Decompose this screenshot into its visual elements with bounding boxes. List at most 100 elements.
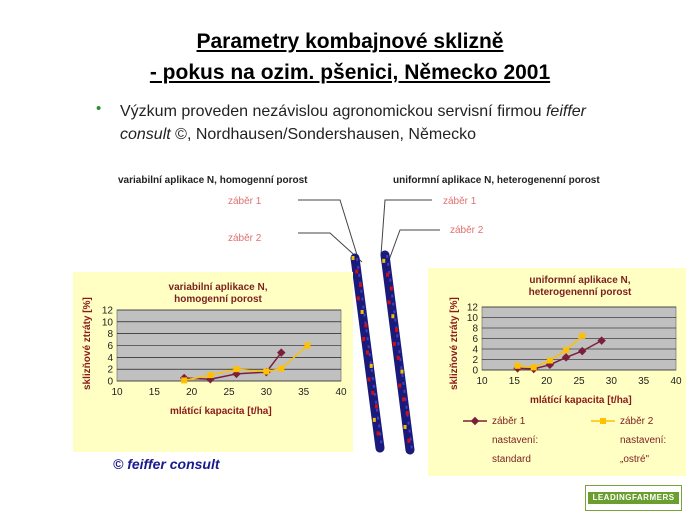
right-pass1-label: záběr 1 — [443, 196, 477, 207]
left-ytick-label: 12 — [102, 306, 114, 317]
legend-marker-series2 — [600, 418, 606, 424]
right-pass2-label: záběr 2 — [450, 225, 484, 236]
left-xtick-label: 30 — [261, 387, 273, 398]
left-xtick-label: 25 — [223, 387, 235, 398]
logo-text: LEADINGFARMERS — [588, 492, 679, 504]
field-strip-spot — [376, 431, 380, 436]
field-strip-spot — [369, 363, 373, 368]
legend-s2-setting-label: nastavení: — [620, 435, 667, 446]
field-strip-spot — [402, 397, 405, 402]
field-strip-spot — [356, 296, 360, 301]
right-xtick-label: 25 — [573, 376, 585, 387]
left-ytick-label: 4 — [107, 353, 113, 364]
right-series2-point — [563, 347, 570, 354]
right-series2-point — [579, 332, 586, 339]
field-strip-spot — [396, 355, 400, 360]
left-series2-point — [278, 365, 285, 372]
right-series2-point — [514, 362, 521, 369]
field-strip-spot — [392, 341, 396, 346]
left-chart-title: variabilní aplikace N, homogenní porost — [118, 282, 318, 306]
pointer-lines — [298, 199, 440, 263]
left-photo-header: variabilní aplikace N, homogenní porost — [118, 175, 308, 186]
right-xtick-label: 40 — [670, 376, 682, 387]
field-strip-spot — [360, 309, 364, 314]
left-series2-point — [207, 372, 214, 379]
left-chart-xlabel: mlátící kapacita [t/ha] — [170, 406, 272, 417]
left-ytick-label: 0 — [107, 377, 113, 388]
field-strip-spot — [386, 272, 390, 277]
field-strip-spot — [359, 282, 363, 287]
right-ytick-label: 8 — [472, 324, 478, 335]
field-strip-spot — [403, 424, 407, 429]
left-series2-point — [304, 342, 311, 349]
field-strip-spot — [372, 417, 376, 422]
field-strip-spot — [367, 377, 371, 382]
left-ytick-label: 8 — [107, 329, 113, 340]
field-strip-spot — [371, 390, 375, 395]
left-series2-line — [184, 344, 308, 382]
left-xtick-label: 10 — [111, 387, 123, 398]
copyright-text: © feiffer consult — [113, 456, 220, 472]
left-series1-point — [277, 348, 286, 357]
field-strip-spot — [407, 438, 411, 443]
field-strip-spot — [375, 404, 379, 409]
legend-s1-setting-value: standard — [492, 454, 531, 465]
left-pass1-label: záběr 1 — [228, 196, 262, 207]
field-strip-spot — [405, 411, 409, 416]
field-strip-spot — [391, 314, 395, 319]
right-xtick-label: 10 — [476, 376, 488, 387]
pointer-left-pass2 — [298, 232, 363, 263]
left-series2-point — [233, 366, 240, 373]
bullet-text: Výzkum proveden nezávislou agronomickou … — [120, 100, 620, 146]
legend-entry-series2: záběr 2 nastavení: „ostré" — [620, 412, 666, 469]
pointer-right-pass2 — [388, 229, 440, 261]
body-text-company: feiffer consult — [120, 103, 586, 143]
right-chart-title-line2: heterogenenní porost — [528, 287, 632, 298]
right-xtick-label: 35 — [638, 376, 650, 387]
right-photo-header: uniformní aplikace N, heterogenenní poro… — [393, 175, 600, 186]
legend-marker-series1 — [470, 416, 480, 426]
left-series2-point — [263, 368, 270, 375]
left-ytick-label: 6 — [107, 341, 113, 352]
field-strip-spot — [355, 269, 359, 274]
right-chart-title-line1: uniformní aplikace N, — [529, 275, 631, 286]
right-chart-xlabel: mlátící kapacita [t/ha] — [530, 395, 632, 406]
slide-title-line2: - pokus na ozim. pšenici, Německo 2001 — [149, 61, 551, 84]
left-chart-title-line1: variabilní aplikace N, — [168, 282, 268, 293]
field-strip-spot — [364, 323, 368, 328]
legend-s1-setting-label: nastavení: — [492, 435, 539, 446]
field-strip-spot — [395, 328, 399, 333]
right-series2-point — [530, 364, 537, 371]
right-series1-point — [577, 346, 587, 356]
field-strips — [350, 250, 415, 455]
left-ytick-label: 2 — [107, 365, 113, 376]
body-text-part1: Výzkum proveden nezávislou agronomickou … — [120, 103, 546, 120]
left-ytick-label: 10 — [102, 317, 114, 328]
right-ytick-label: 12 — [467, 303, 479, 314]
left-xtick-label: 35 — [298, 387, 310, 398]
left-xtick-label: 15 — [149, 387, 161, 398]
body-text-part2: ©, Nordhausen/Sondershausen, Německo — [170, 126, 476, 143]
left-chart-title-line2: homogenní porost — [174, 294, 262, 305]
legend-s2-setting-value: „ostré" — [620, 454, 650, 465]
leadingfarmers-logo: LEADINGFARMERS — [585, 485, 682, 511]
field-strip-spot — [389, 286, 393, 291]
left-series2-point — [181, 377, 188, 384]
right-series2-point — [546, 357, 553, 364]
right-series1-point — [561, 353, 571, 362]
field-strip-spot — [365, 350, 369, 355]
pointer-right-pass1 — [380, 199, 432, 256]
bullet-marker: • — [96, 100, 102, 117]
slide-title-line1: Parametry kombajnové sklizně — [196, 30, 504, 53]
right-ytick-label: 10 — [467, 313, 479, 324]
right-xtick-label: 15 — [509, 376, 521, 387]
left-xtick-label: 20 — [186, 387, 198, 398]
right-ytick-label: 4 — [472, 345, 478, 356]
right-ytick-label: 2 — [472, 355, 478, 366]
legend-s1-name: záběr 1 — [492, 416, 526, 427]
legend-s2-name: záběr 2 — [620, 416, 654, 427]
pointer-left-pass1 — [298, 199, 358, 256]
right-series1-point — [597, 336, 606, 345]
